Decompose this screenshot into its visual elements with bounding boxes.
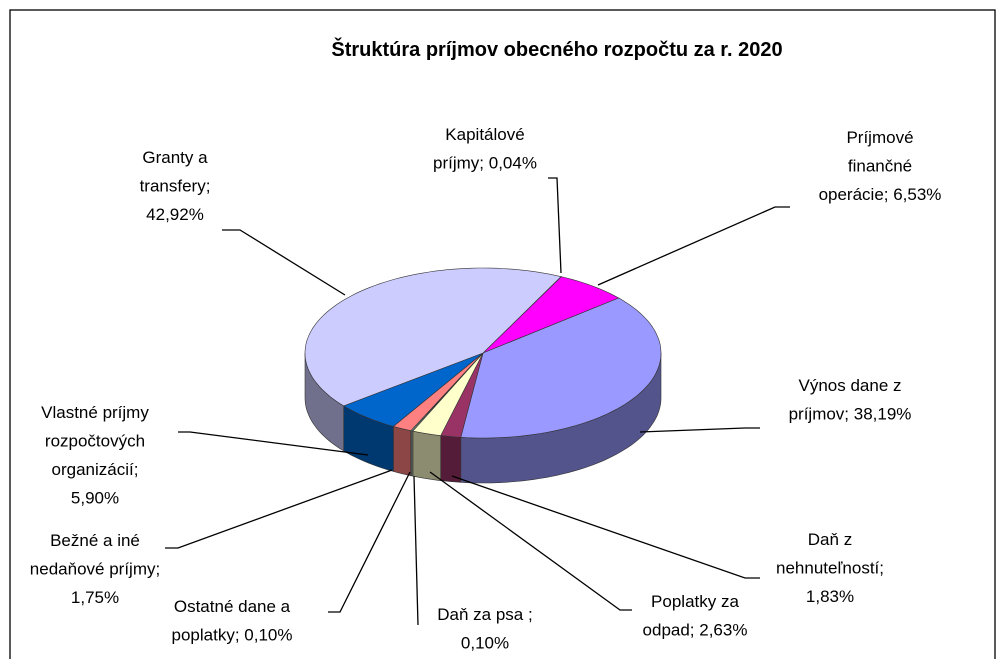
leader-line	[165, 469, 393, 549]
data-label: Granty a transfery; 42,92%	[140, 148, 211, 224]
label-line: Ostatné dane a	[174, 597, 291, 616]
label-line: transfery;	[140, 177, 211, 196]
label-line: odpad; 2,63%	[643, 621, 748, 640]
leader-line	[639, 427, 760, 433]
label-line: príjmy; 0,04%	[433, 154, 537, 173]
slice	[412, 352, 484, 436]
label-line: Daň z	[808, 530, 852, 549]
label-line: nehnuteľností;	[776, 559, 884, 578]
label-line: organizácií;	[52, 460, 139, 479]
data-label: Výnos dane z príjmov; 38,19%	[789, 376, 912, 424]
leader-line	[222, 229, 346, 296]
label-line: 1,75%	[71, 588, 119, 607]
slice	[304, 267, 562, 407]
leader-line	[597, 206, 790, 286]
data-label: Daň z nehnuteľností; 1,83%	[776, 530, 884, 606]
label-line: Kapitálové	[445, 125, 524, 144]
slice	[482, 276, 620, 354]
data-label: Príjmové finančné operácie; 6,53%	[819, 128, 942, 204]
chart-title: Štruktúra príjmov obecného rozpočtu za r…	[331, 37, 782, 61]
label-line: Poplatky za	[651, 592, 739, 611]
slice-side	[412, 430, 441, 481]
label-line: finančné	[848, 157, 912, 176]
label-line: nedaňové príjmy;	[30, 560, 160, 579]
data-label: Kapitálové príjmy; 0,04%	[433, 125, 537, 173]
label-line: Bežné a iné	[50, 531, 140, 550]
label-line: príjmov; 38,19%	[789, 405, 912, 424]
label-line: operácie; 6,53%	[819, 185, 942, 204]
label-line: Príjmové	[846, 128, 913, 147]
data-label: Daň za psa ; 0,10%	[437, 605, 532, 653]
label-line: Výnos dane z	[798, 376, 901, 395]
label-line: 42,92%	[146, 205, 204, 224]
label-line: Vlastné príjmy	[41, 403, 149, 422]
label-line: 1,83%	[806, 587, 854, 606]
slice	[460, 297, 662, 439]
label-line: poplatky; 0,10%	[172, 626, 293, 645]
slice-side	[393, 426, 412, 477]
label-line: Daň za psa ;	[437, 605, 532, 624]
data-label: Bežné a iné nedaňové príjmy; 1,75%	[30, 531, 160, 607]
data-label: Vlastné príjmy rozpočtových organizácií; 5,…	[41, 403, 149, 508]
label-line: rozpočtových	[45, 432, 145, 451]
slice-side	[440, 435, 462, 483]
data-label: Ostatné dane a poplatky; 0,10%	[172, 597, 293, 645]
leader-line	[451, 475, 760, 579]
chart-frame	[9, 9, 996, 659]
label-line: 0,10%	[461, 634, 509, 653]
leader-line	[178, 431, 369, 456]
data-label: Poplatky za odpad; 2,63%	[643, 592, 748, 640]
leader-line	[548, 177, 562, 274]
leader-line	[328, 471, 411, 613]
label-line: Granty a	[142, 148, 208, 167]
leader-line	[413, 475, 419, 626]
slice	[343, 352, 484, 427]
leader-line	[429, 471, 632, 611]
label-line: 5,90%	[71, 489, 119, 508]
